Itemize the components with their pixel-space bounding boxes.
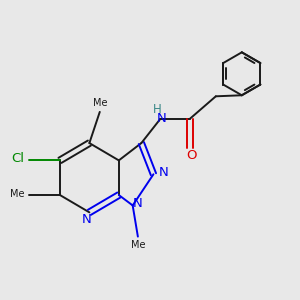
Text: Me: Me [11, 189, 25, 199]
Text: O: O [186, 149, 197, 162]
Text: N: N [133, 197, 143, 210]
Text: N: N [158, 166, 168, 179]
Text: Me: Me [93, 98, 108, 108]
Text: N: N [82, 214, 92, 226]
Text: Me: Me [131, 240, 146, 250]
Text: Cl: Cl [11, 152, 24, 165]
Text: H: H [153, 103, 161, 116]
Text: N: N [157, 112, 167, 125]
